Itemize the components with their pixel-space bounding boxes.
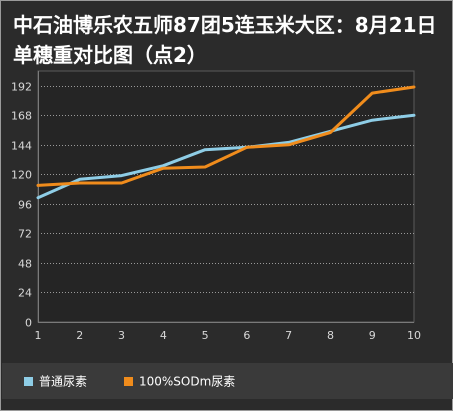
legend: 普通尿素 100%SODm尿素 — [2, 363, 453, 399]
x-tick-label: 10 — [407, 329, 421, 342]
series-line-normal-urea — [36, 113, 416, 200]
x-tick-label: 1 — [35, 329, 42, 342]
legend-swatch-normal-urea — [24, 377, 33, 386]
y-tick-label: 24 — [18, 287, 32, 300]
legend-label-normal-urea: 普通尿素 — [39, 374, 88, 389]
y-tick-label: 72 — [18, 228, 32, 241]
legend-item-sodm-urea: 100%SODm尿素 — [124, 373, 235, 390]
x-tick-label: 9 — [369, 329, 376, 342]
x-tick-label: 2 — [76, 329, 83, 342]
y-tick-label: 144 — [11, 140, 32, 153]
x-tick-label: 3 — [118, 329, 125, 342]
x-tick-label: 4 — [160, 329, 167, 342]
y-tick-label: 0 — [25, 317, 32, 330]
y-tick-label: 120 — [11, 169, 32, 182]
y-tick-label: 168 — [11, 110, 32, 123]
legend-item-normal-urea: 普通尿素 — [24, 373, 87, 390]
y-tick-label: 192 — [11, 81, 32, 94]
legend-label-sodm-urea: 100%SODm尿素 — [139, 374, 236, 389]
legend-swatch-sodm-urea — [124, 377, 133, 386]
y-tick-label: 96 — [18, 199, 32, 212]
y-tick-label: 48 — [18, 258, 32, 271]
line-chart: 0 24 48 72 96 120 144 168 192 1 2 3 4 5 6 7 8 9 10 — [11, 70, 421, 342]
x-tick-label: 8 — [327, 329, 334, 342]
x-tick-label: 5 — [202, 329, 209, 342]
x-tick-label: 6 — [243, 329, 250, 342]
x-tick-label: 7 — [285, 329, 292, 342]
series-line-sodm-urea — [36, 85, 416, 187]
chart-title: 中石油博乐农五师87团5连玉米大区：8月21日单穗重对比图（点2） — [13, 13, 437, 67]
